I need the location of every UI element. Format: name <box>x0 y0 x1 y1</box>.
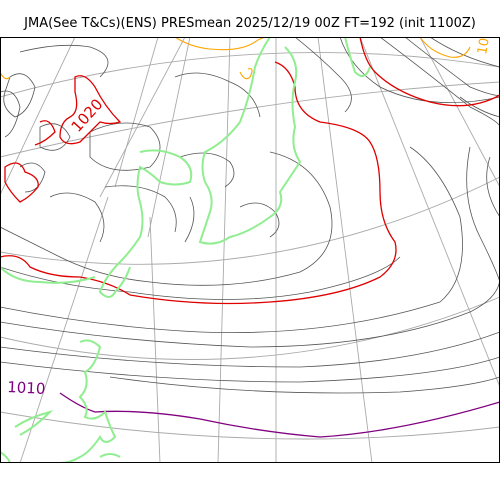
isobars-grey <box>0 37 500 394</box>
isobar-1020 <box>0 37 500 305</box>
isobar-1010 <box>59 392 500 438</box>
label-1020: 1020 <box>68 95 107 135</box>
pressure-map: 1020 1010 10 <box>0 37 500 463</box>
isobars-orange <box>0 37 471 80</box>
label-1010: 1010 <box>7 378 46 398</box>
map-border <box>0 37 500 463</box>
graticule-meridians <box>0 37 500 463</box>
chart-title: JMA(See T&Cs)(ENS) PRESmean 2025/12/19 0… <box>24 16 476 31</box>
label-orange-edge: 10 <box>475 37 493 56</box>
coastlines <box>0 37 371 463</box>
graticule-parallels <box>0 52 500 440</box>
